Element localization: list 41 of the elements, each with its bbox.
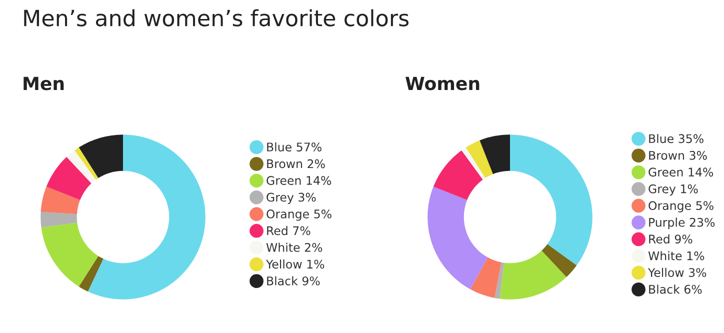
legend-label: Brown 2%: [267, 159, 325, 168]
donut-slice: [542, 244, 577, 278]
chart-subtitle: Men: [24, 76, 64, 90]
donut-slice: [500, 250, 566, 300]
legend-label: White 2%: [266, 242, 322, 252]
donut-slice: [462, 147, 486, 180]
legend-label: Orange 5%: [266, 209, 332, 221]
legend-label: Red 9%: [649, 234, 692, 244]
legend-label: Yellow 1%: [266, 260, 324, 269]
donut-slice: [78, 256, 104, 292]
legend-label: Black 6%: [649, 284, 702, 294]
legend-label: Blue 35%: [649, 134, 704, 144]
legend-label: Brown 3%: [649, 150, 707, 160]
legend-label: Black 9%: [267, 276, 320, 286]
legend-label: White 1%: [648, 251, 704, 260]
donut-slice: [78, 134, 123, 178]
chart-subtitle: Women: [406, 76, 480, 90]
donut-slice: [74, 147, 98, 180]
donut-slice: [480, 134, 510, 174]
donut-slice: [40, 212, 78, 228]
legend-label: Orange 5%: [648, 201, 714, 212]
legend-label: Blue 57%: [267, 142, 322, 152]
donut-slice: [41, 222, 98, 287]
legend-label: Red 7%: [267, 226, 310, 236]
legend-label: Grey 1%: [648, 184, 698, 196]
donut-slice: [88, 134, 206, 300]
legend-label: Yellow 3%: [648, 268, 706, 278]
donut-slice: [428, 186, 488, 290]
donut-slice: [494, 262, 504, 299]
donut-slice: [433, 150, 483, 200]
legend-label: Purple 23%: [649, 218, 715, 230]
legend-label: Green 14%: [266, 176, 332, 185]
donut-slice: [510, 134, 592, 266]
donut-slice: [40, 186, 80, 214]
donut-slice: [470, 257, 502, 298]
chart-title: Men’s and women’s favorite colors: [24, 9, 409, 26]
donut-slice: [46, 156, 92, 200]
donut-slice: [66, 150, 96, 184]
legend-label: Grey 3%: [266, 192, 316, 204]
donut-slice: [466, 140, 494, 178]
legend-label: Green 14%: [648, 168, 714, 177]
